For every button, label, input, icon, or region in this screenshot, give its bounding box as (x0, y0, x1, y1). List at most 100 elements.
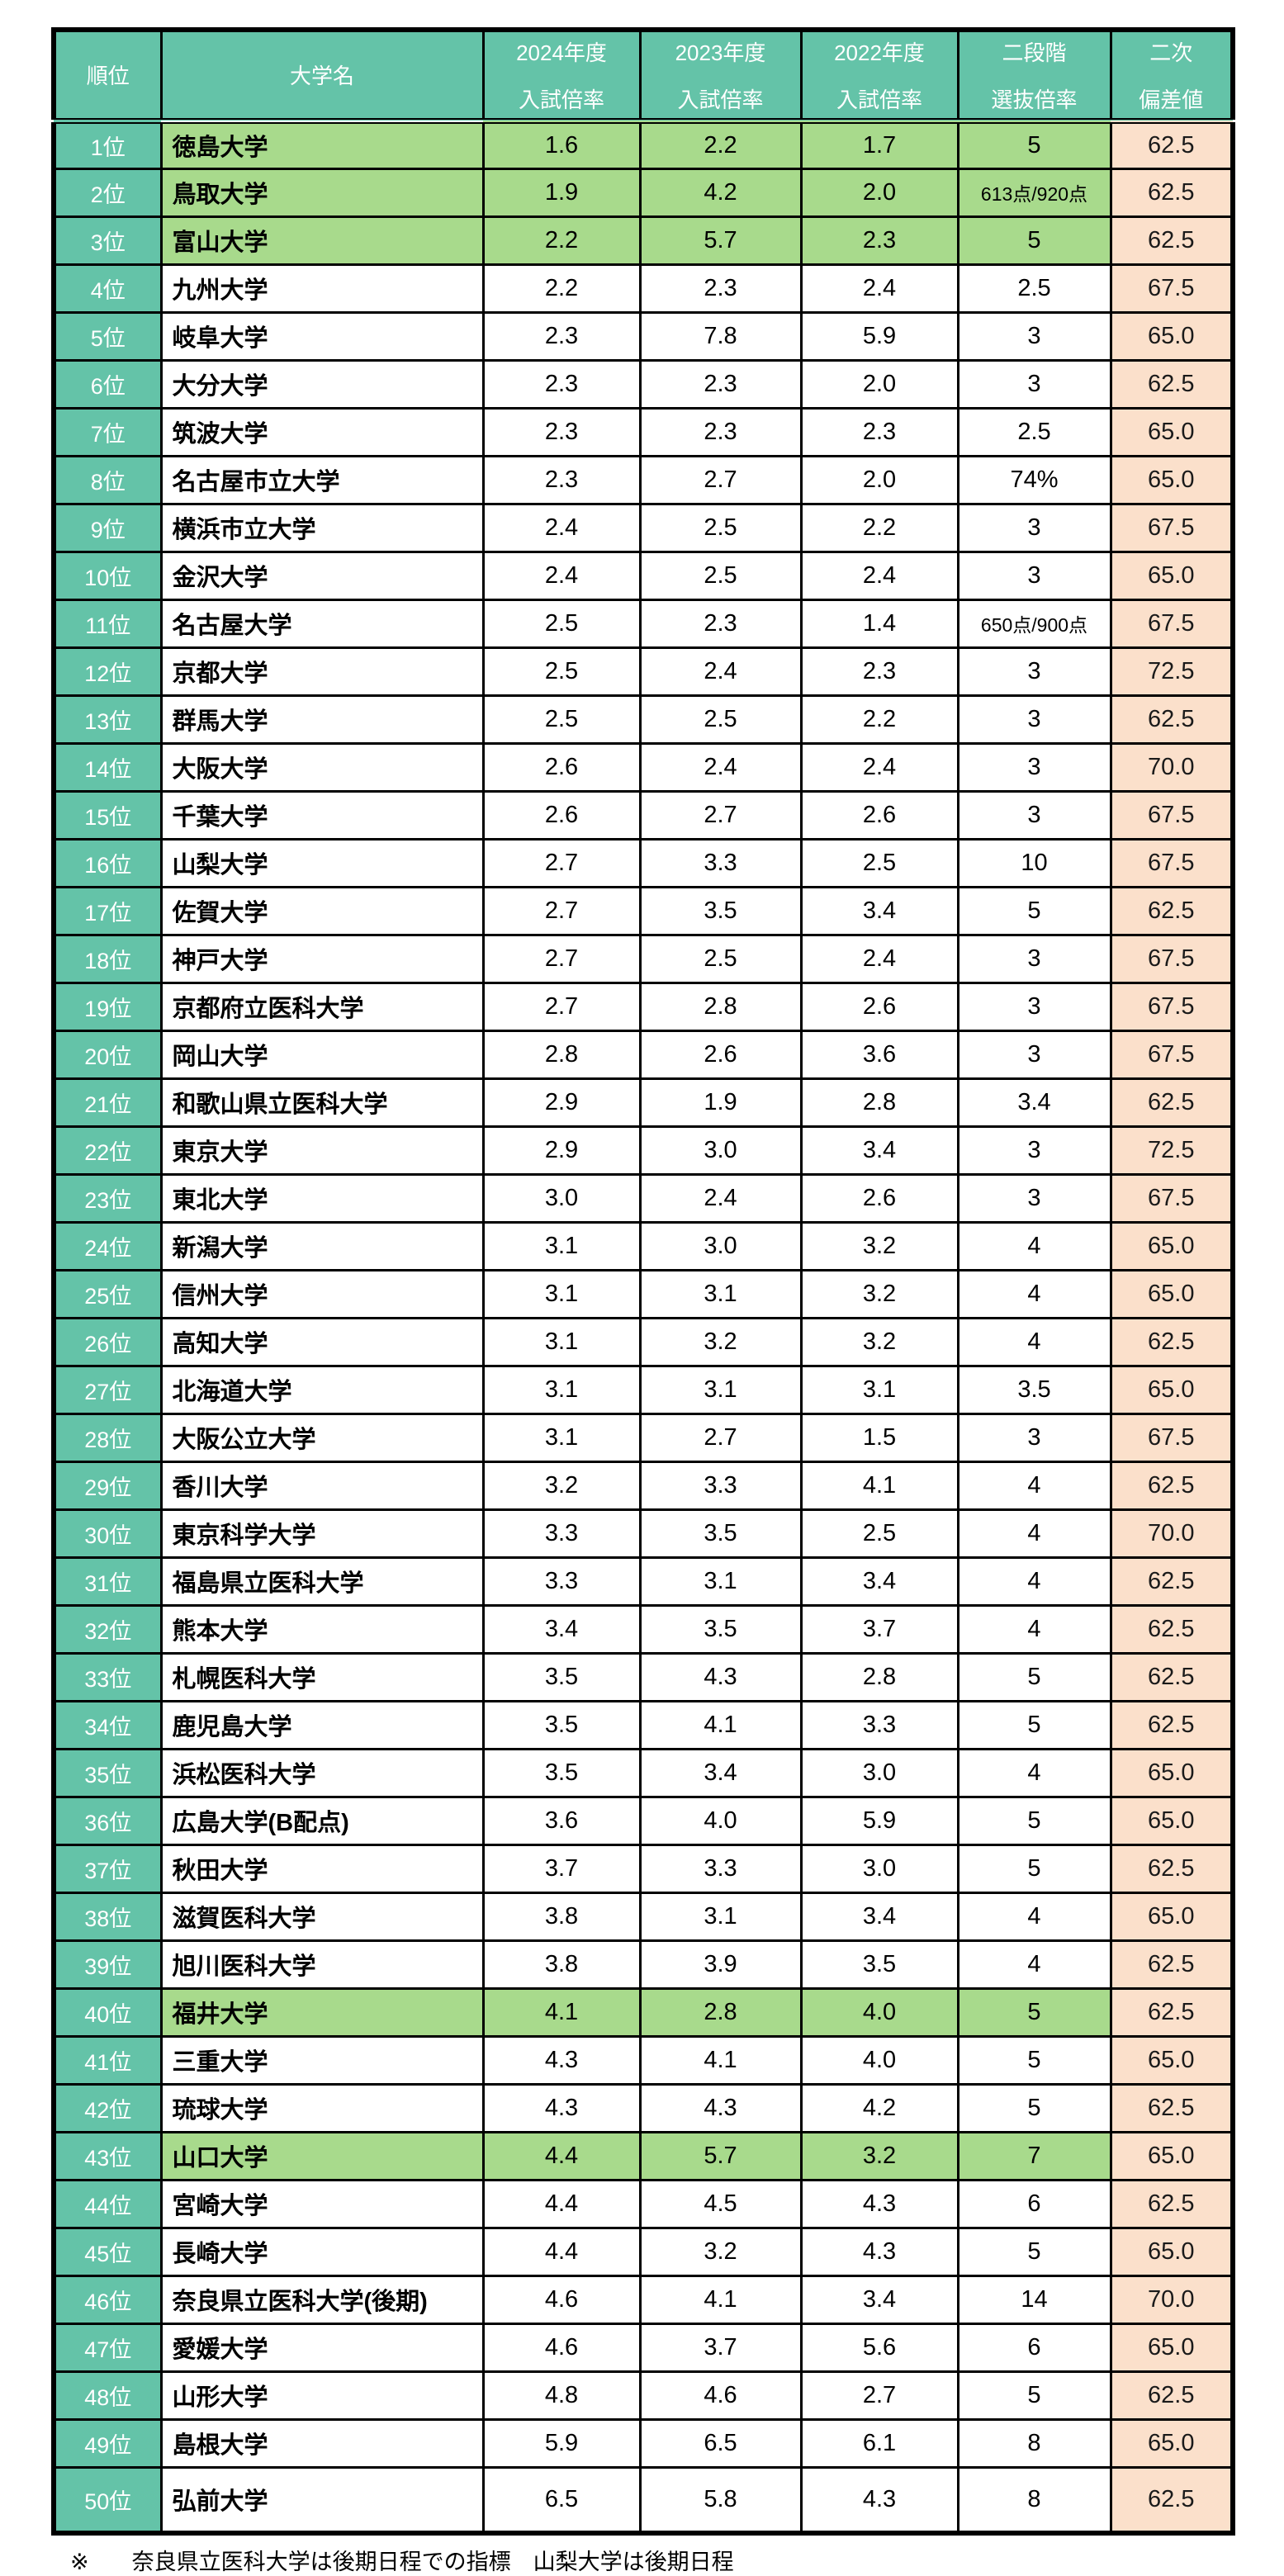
university-cell: 熊本大学 (159, 1603, 485, 1655)
ratio-2022-cell: 3.0 (799, 1843, 959, 1894)
ratio-2023-cell: 2.5 (638, 933, 803, 984)
ratio-2022-cell: 5.6 (799, 2322, 959, 2373)
table-row: 44位 宮崎大学 4.4 4.5 4.3 6 62.5 (52, 2178, 1234, 2229)
ratio-2023-cell: 4.5 (638, 2178, 803, 2229)
ratio-2023-cell: 3.2 (638, 2226, 803, 2277)
university-cell: 秋田大学 (159, 1843, 485, 1894)
ratio-2023-cell: 4.3 (638, 2082, 803, 2133)
ratio-2024-cell: 2.7 (481, 885, 642, 936)
deviation-cell: 62.5 (1109, 694, 1234, 745)
ratio-2023-cell: 4.1 (638, 1699, 803, 1750)
rank-cell: 14位 (52, 741, 163, 793)
table-row: 43位 山口大学 4.4 5.7 3.2 7 65.0 (52, 2130, 1234, 2181)
ratio-2024-cell: 2.5 (481, 598, 642, 649)
rank-cell: 5位 (52, 310, 163, 362)
ratio-2024-cell: 4.6 (481, 2322, 642, 2373)
deviation-cell: 67.5 (1109, 502, 1234, 553)
table-row: 23位 東北大学 3.0 2.4 2.6 3 67.5 (52, 1172, 1234, 1224)
ratio-2023-cell: 5.7 (638, 2130, 803, 2181)
university-cell: 横浜市立大学 (159, 502, 485, 553)
deviation-cell: 72.5 (1109, 1125, 1234, 1176)
table-row: 10位 金沢大学 2.4 2.5 2.4 3 65.0 (52, 550, 1234, 601)
table-row: 13位 群馬大学 2.5 2.5 2.2 3 62.5 (52, 694, 1234, 745)
ratio-2024-cell: 2.3 (481, 406, 642, 457)
university-cell: 名古屋大学 (159, 598, 485, 649)
ratio-2023-cell: 4.2 (638, 167, 803, 218)
ratio-2023-cell: 3.4 (638, 1747, 803, 1798)
selection-ratio-cell: 3 (956, 358, 1112, 410)
ratio-2024-cell: 2.6 (481, 789, 642, 841)
deviation-cell: 62.5 (1109, 1843, 1234, 1894)
ratio-2023-cell: 2.3 (638, 358, 803, 410)
ratio-2022-cell: 2.4 (799, 933, 959, 984)
table-row: 12位 京都大学 2.5 2.4 2.3 3 72.5 (52, 646, 1234, 697)
table-row: 30位 東京科学大学 3.3 3.5 2.5 4 70.0 (52, 1508, 1234, 1559)
deviation-cell: 65.0 (1109, 1364, 1234, 1415)
rank-cell: 7位 (52, 406, 163, 457)
deviation-cell: 62.5 (1109, 1699, 1234, 1750)
table-row: 26位 高知大学 3.1 3.2 3.2 4 62.5 (52, 1316, 1234, 1367)
deviation-cell: 67.5 (1109, 933, 1234, 984)
table-row: 48位 山形大学 4.8 4.6 2.7 5 62.5 (52, 2370, 1234, 2421)
rank-cell: 31位 (52, 1556, 163, 1607)
ratio-2024-cell: 2.7 (481, 981, 642, 1032)
university-cell: 弘前大学 (159, 2465, 485, 2535)
selection-ratio-cell: 3 (956, 646, 1112, 697)
deviation-cell: 67.5 (1109, 981, 1234, 1032)
selection-ratio-cell: 14 (956, 2274, 1112, 2325)
ratio-2022-cell: 4.3 (799, 2178, 959, 2229)
rank-cell: 42位 (52, 2082, 163, 2133)
ratio-2024-cell: 3.4 (481, 1603, 642, 1655)
ratio-2023-cell: 7.8 (638, 310, 803, 362)
table-row: 1位 徳島大学 1.6 2.2 1.7 5 62.5 (52, 119, 1234, 170)
ratio-2022-cell: 3.5 (799, 1939, 959, 1990)
deviation-cell: 67.5 (1109, 1172, 1234, 1224)
ratio-2024-cell: 3.8 (481, 1939, 642, 1990)
rank-cell: 23位 (52, 1172, 163, 1224)
ratio-2022-cell: 3.7 (799, 1603, 959, 1655)
selection-ratio-cell: 4 (956, 1460, 1112, 1511)
rank-cell: 44位 (52, 2178, 163, 2229)
ratio-2024-cell: 4.4 (481, 2226, 642, 2277)
table-row: 45位 長崎大学 4.4 3.2 4.3 5 65.0 (52, 2226, 1234, 2277)
rank-cell: 26位 (52, 1316, 163, 1367)
footnote-marker: ※ (70, 2550, 89, 2574)
rank-cell: 20位 (52, 1029, 163, 1080)
ratio-2022-cell: 3.3 (799, 1699, 959, 1750)
header-deviation-line1: 二次 (1149, 40, 1193, 65)
rank-cell: 24位 (52, 1220, 163, 1271)
selection-ratio-cell: 4 (956, 1891, 1112, 1942)
university-cell: 京都大学 (159, 646, 485, 697)
ratio-2023-cell: 1.9 (638, 1077, 803, 1128)
table-row: 7位 筑波大学 2.3 2.3 2.3 2.5 65.0 (52, 406, 1234, 457)
university-cell: 北海道大学 (159, 1364, 485, 1415)
university-cell: 滋賀医科大学 (159, 1891, 485, 1942)
deviation-cell: 65.0 (1109, 550, 1234, 601)
selection-ratio-cell: 3 (956, 789, 1112, 841)
deviation-cell: 67.5 (1109, 263, 1234, 314)
university-cell: 愛媛大学 (159, 2322, 485, 2373)
ratio-2023-cell: 3.0 (638, 1220, 803, 1271)
table-row: 16位 山梨大学 2.7 3.3 2.5 10 67.5 (52, 837, 1234, 888)
selection-ratio-cell: 7 (956, 2130, 1112, 2181)
header-ratio-2023-line1: 2023年度 (675, 40, 766, 65)
ratio-2023-cell: 2.4 (638, 646, 803, 697)
table-row: 11位 名古屋大学 2.5 2.3 1.4 650点/900点 67.5 (52, 598, 1234, 649)
ratio-2024-cell: 6.5 (481, 2465, 642, 2535)
deviation-cell: 62.5 (1109, 2178, 1234, 2229)
selection-ratio-cell: 5 (956, 2034, 1112, 2086)
university-cell: 群馬大学 (159, 694, 485, 745)
selection-ratio-cell: 3 (956, 310, 1112, 362)
rank-cell: 10位 (52, 550, 163, 601)
ratio-2023-cell: 3.1 (638, 1364, 803, 1415)
header-ratio-2023-line2: 入試倍率 (677, 87, 764, 112)
ratio-2024-cell: 4.4 (481, 2178, 642, 2229)
university-cell: 筑波大学 (159, 406, 485, 457)
ratio-2024-cell: 3.3 (481, 1556, 642, 1607)
university-cell: 新潟大学 (159, 1220, 485, 1271)
selection-ratio-cell: 3 (956, 550, 1112, 601)
ratio-2023-cell: 3.3 (638, 1460, 803, 1511)
ratio-2024-cell: 2.9 (481, 1077, 642, 1128)
table-row: 40位 福井大学 4.1 2.8 4.0 5 62.5 (52, 1986, 1234, 2038)
header-university-label: 大学名 (289, 64, 354, 89)
